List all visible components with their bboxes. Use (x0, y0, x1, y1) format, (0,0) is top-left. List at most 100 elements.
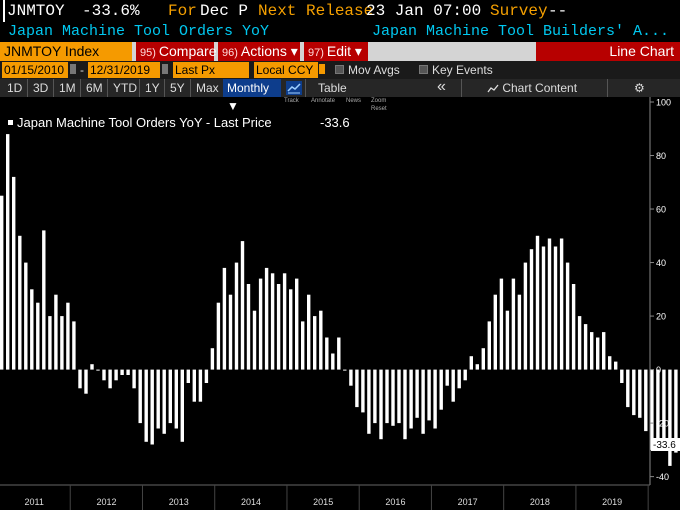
range-1d[interactable]: 1D (7, 81, 23, 95)
actions-button[interactable]: 96) Actions ▾ (218, 42, 300, 61)
chart-tools: Track Annotate News Zoom Reset (284, 98, 387, 112)
bar (204, 369, 209, 383)
end-date-field[interactable]: 12/31/2019 (88, 62, 160, 78)
compare-button[interactable]: 95) Compare (136, 42, 217, 61)
bar (577, 316, 582, 370)
bar (180, 369, 184, 442)
table-button[interactable]: Table (318, 81, 347, 95)
legend-swatch (8, 120, 13, 125)
range-bar: 1D 3D 1M 6M YTD 1Y 5Y Max Monthly ▼ Tabl… (0, 78, 680, 113)
range-1m[interactable]: 1M (59, 81, 76, 95)
range-3d[interactable]: 3D (33, 81, 49, 95)
bar (397, 369, 401, 424)
key-events-label: Key Events (432, 63, 493, 77)
bar (174, 369, 178, 429)
chart-view-label[interactable]: Line Chart (536, 42, 680, 61)
bar (668, 369, 672, 466)
tool-zoom[interactable]: Zoom (371, 98, 386, 104)
bar (102, 369, 106, 381)
bar (343, 369, 347, 371)
bar (42, 230, 46, 370)
bar (258, 278, 263, 370)
x-tick-label: 2014 (241, 497, 261, 507)
bar (626, 369, 630, 408)
bar (632, 369, 636, 416)
actions-label: Actions ▾ (240, 43, 298, 59)
compare-num: 95) (140, 47, 156, 59)
price-field-select[interactable]: Last Px (173, 62, 249, 78)
bar (493, 294, 497, 370)
bar (596, 337, 600, 370)
tool-reset[interactable]: Reset (371, 106, 387, 112)
bar (144, 369, 148, 442)
bar (126, 369, 130, 375)
ticker-input[interactable]: JNMTOY Index (0, 42, 132, 61)
y-tick-label: 100 (656, 98, 671, 108)
line-chart-icon[interactable] (286, 81, 302, 95)
x-tick-label: 2019 (602, 497, 622, 507)
bar (264, 267, 269, 370)
bar (379, 369, 383, 440)
bar (457, 369, 461, 389)
bar (349, 369, 353, 386)
bar (505, 310, 510, 370)
x-tick-label: 2017 (458, 497, 478, 507)
bar (409, 369, 413, 429)
bar (433, 369, 437, 429)
tool-track[interactable]: Track (284, 98, 300, 104)
bar (132, 369, 136, 389)
bar (313, 316, 317, 370)
range-5y[interactable]: 5Y (170, 81, 185, 95)
tool-annotate[interactable]: Annotate (311, 98, 336, 104)
next-release-value: 23 Jan 07:00 (366, 2, 482, 20)
survey-value: -- (548, 2, 568, 20)
bar (373, 369, 377, 424)
bar (469, 356, 473, 370)
gear-icon[interactable]: ⚙ (634, 81, 645, 95)
bar (276, 284, 281, 370)
bar (547, 238, 552, 370)
survey-label: Survey (490, 2, 548, 20)
change-value: -33.6% (82, 2, 140, 20)
edit-label: Edit ▾ (326, 43, 362, 59)
parameter-bar: 01/15/2010 - 12/31/2019 Last Px Local CC… (0, 61, 680, 79)
y-tick-label: 80 (656, 151, 666, 161)
edit-button[interactable]: 97) Edit ▾ (304, 42, 368, 61)
frequency-select[interactable]: Monthly ▼ (223, 79, 281, 113)
bar (553, 246, 558, 370)
mov-avgs-checkbox[interactable] (335, 65, 344, 74)
bar (36, 302, 40, 370)
bar (662, 369, 666, 445)
actions-num: 96) (222, 47, 238, 59)
bar (282, 273, 287, 370)
bar (517, 294, 522, 370)
x-tick-label: 2015 (313, 497, 333, 507)
range-max[interactable]: Max (196, 81, 219, 95)
security-names: Japan Machine Tool Orders YoY Japan Mach… (0, 22, 680, 42)
bar (385, 369, 389, 424)
tool-news[interactable]: News (346, 98, 361, 104)
bar (24, 262, 28, 370)
bar (216, 302, 221, 370)
range-1y[interactable]: 1Y (145, 81, 160, 95)
bar (590, 332, 594, 370)
bar (608, 356, 612, 370)
bar (565, 262, 570, 370)
x-tick-label: 2011 (25, 497, 44, 507)
range-ytd[interactable]: YTD (113, 81, 137, 95)
chevron-down-icon[interactable] (319, 64, 325, 74)
compare-label: Compare (158, 43, 217, 59)
collapse-icon[interactable]: « (437, 78, 446, 95)
currency-select[interactable]: Local CCY (254, 62, 318, 78)
chart-content-button[interactable]: Chart Content (487, 79, 577, 97)
bar (96, 369, 100, 371)
key-events-checkbox[interactable] (419, 65, 428, 74)
calendar-icon[interactable] (70, 64, 76, 74)
bar (481, 348, 485, 370)
chart-area[interactable]: Track Annotate News Zoom Reset 100 80 60 40 20 0 -… (0, 97, 680, 510)
y-tick-label: 60 (656, 205, 666, 215)
start-date-field[interactable]: 01/15/2010 (2, 62, 68, 78)
range-6m[interactable]: 6M (86, 81, 103, 95)
calendar-icon[interactable] (162, 64, 168, 74)
bar (602, 332, 606, 370)
